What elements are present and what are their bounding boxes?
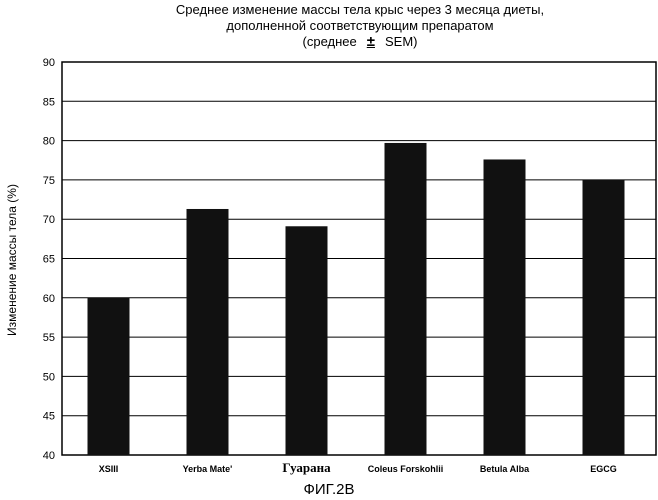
bar <box>484 159 526 455</box>
y-tick-label: 85 <box>43 96 55 108</box>
y-tick-label: 40 <box>43 450 55 462</box>
y-tick-label: 70 <box>43 214 55 226</box>
y-axis-label-text: Изменение массы тела (%) <box>5 184 19 336</box>
figure-label: ФИГ.2В <box>0 481 658 498</box>
y-tick-label: 50 <box>43 371 55 383</box>
y-tick-label: 55 <box>43 332 55 344</box>
bar <box>88 298 130 455</box>
y-tick-label: 90 <box>43 57 55 69</box>
y-tick-label: 80 <box>43 136 55 148</box>
y-tick-label: 75 <box>43 175 55 187</box>
bar <box>583 180 625 455</box>
bar <box>286 226 328 455</box>
x-tick-label: Betula Alba <box>480 464 530 474</box>
x-tick-label: XSIII <box>99 464 119 474</box>
x-tick-label: Yerba Mate' <box>183 464 233 474</box>
y-tick-label: 65 <box>43 254 55 266</box>
bar <box>187 209 229 455</box>
x-tick-label: Гуарана <box>282 460 331 475</box>
y-tick-label: 60 <box>43 293 55 305</box>
x-tick-label: Coleus Forskohlii <box>368 464 444 474</box>
y-tick-label: 45 <box>43 411 55 423</box>
x-tick-label: EGCG <box>590 464 617 474</box>
bar <box>385 143 427 455</box>
